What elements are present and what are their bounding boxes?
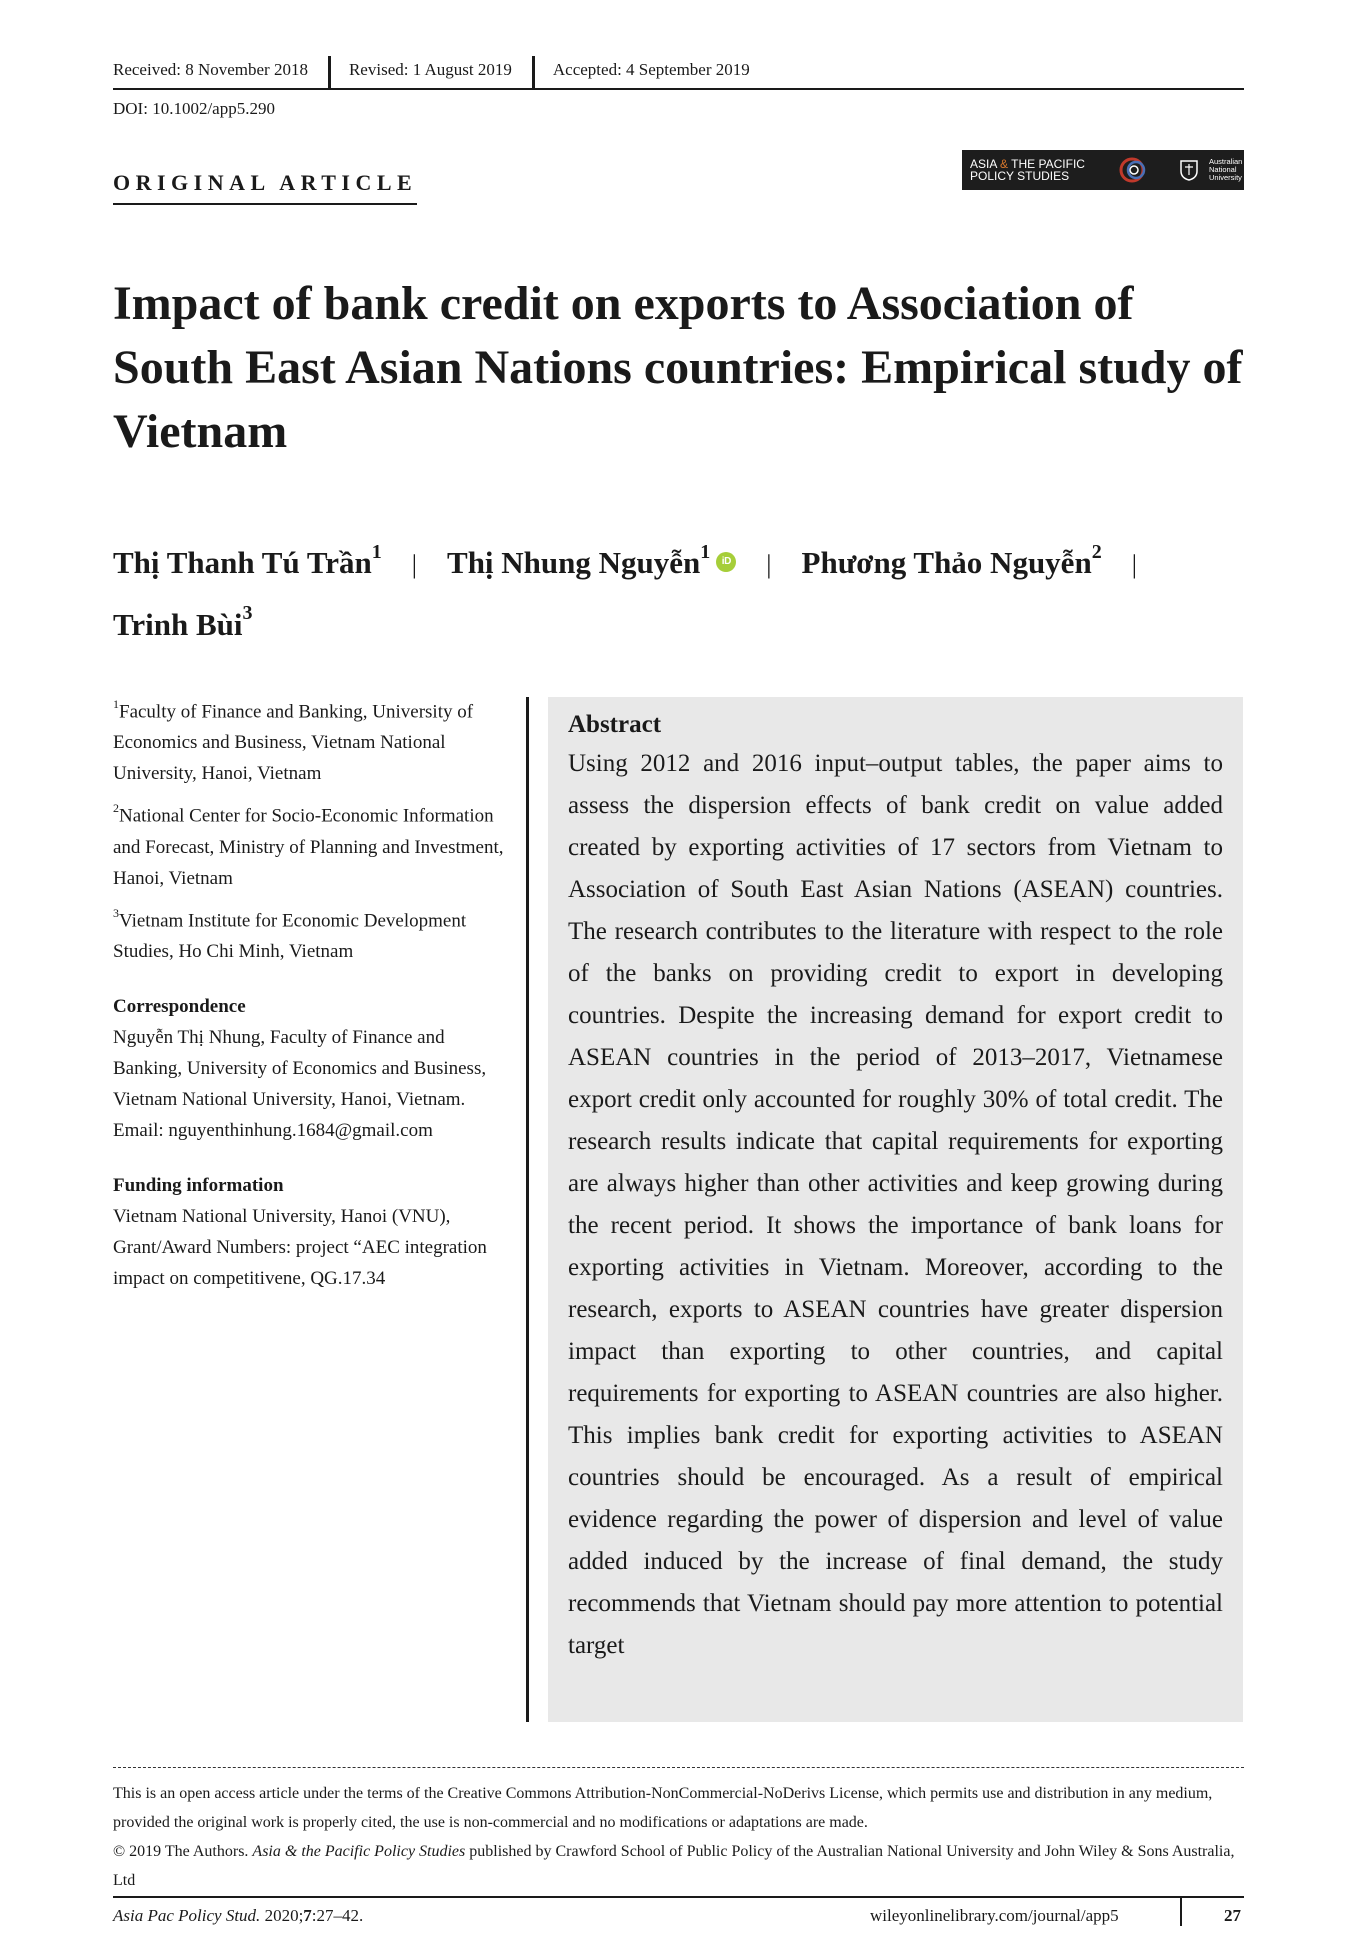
footer-divider	[1180, 1898, 1182, 1926]
revised-date: Revised: 1 August 2019	[348, 60, 512, 79]
journal-logo-text: ASIA & THE PACIFIC POLICY STUDIES	[970, 157, 1085, 183]
author-name[interactable]: Thị Thanh Tú Trần1	[113, 541, 382, 581]
anu-crest-icon	[1180, 160, 1198, 181]
affiliation: 3Vietnam Institute for Economic Developm…	[113, 905, 467, 962]
journal-swirl-icon	[1119, 157, 1146, 183]
correspondence-heading: Correspondence	[113, 995, 246, 1017]
publisher-text: published by Crawford School of Public P…	[113, 1843, 1235, 1889]
correspondence-email[interactable]: Email: nguyenthinhung.1684@gmail.com	[113, 1119, 433, 1141]
footnote-divider	[113, 1767, 1244, 1768]
abstract-heading: Abstract	[568, 711, 662, 738]
journal-name: Asia & the Pacific Policy Studies	[252, 1843, 466, 1860]
anu-wordmark: Australian National University	[1209, 157, 1243, 182]
history-divider	[327, 56, 331, 88]
author-name[interactable]: Trinh Bùi3	[113, 602, 253, 642]
history-divider	[531, 56, 535, 88]
copyright: © 2019 The Authors.	[113, 1843, 249, 1860]
funding-heading: Funding information	[113, 1174, 284, 1196]
license-text: This is an open access article under the…	[113, 1785, 1213, 1831]
abstract-box: Abstract Using 2012 and 2016 input–outpu…	[548, 697, 1243, 1722]
left-column: 1Faculty of Finance and Banking, Univers…	[113, 691, 518, 1294]
funding-text: Vietnam National University, Hanoi (VNU)…	[113, 1205, 487, 1289]
affiliation: 2National Center for Socio-Economic Info…	[113, 801, 504, 889]
author-list: Thị Thanh Tú Trần1 | Thị Nhung Nguyễn1 iD | P…	[113, 530, 1253, 651]
footer-rule	[113, 1896, 1244, 1898]
journal-logo: ASIA & THE PACIFIC POLICY STUDIES Austra…	[962, 150, 1244, 190]
author-name[interactable]: Thị Nhung Nguyễn1	[447, 541, 711, 581]
column-divider	[526, 697, 529, 1722]
orcid-icon[interactable]: iD	[716, 552, 737, 573]
article-type: ORIGINAL ARTICLE	[113, 170, 418, 205]
received-date: Received: 8 November 2018	[113, 60, 308, 79]
author-separator: |	[411, 550, 418, 580]
doi[interactable]: DOI: 10.1002/app5.290	[113, 99, 275, 118]
page-number: 27	[1224, 1906, 1241, 1925]
article-history: Received: 8 November 2018 Revised: 1 Aug…	[113, 56, 1244, 90]
correspondence-text: Nguyễn Thị Nhung, Faculty of Finance and…	[113, 1026, 487, 1110]
abstract-text: Using 2012 and 2016 input–output tables,…	[568, 750, 1223, 1659]
license-notice: This is an open access article under the…	[113, 1779, 1244, 1895]
affiliation: 1Faculty of Finance and Banking, Univers…	[113, 697, 474, 785]
accepted-date: Accepted: 4 September 2019	[552, 60, 750, 79]
article-title: Impact of bank credit on exports to Asso…	[113, 277, 1243, 458]
author-separator: |	[766, 550, 772, 580]
author-name[interactable]: Phương Thảo Nguyễn2	[801, 541, 1102, 581]
journal-url[interactable]: wileyonlinelibrary.com/journal/app5	[870, 1906, 1119, 1925]
citation: Asia Pac Policy Stud. 2020;7:27–42.	[113, 1906, 364, 1925]
author-separator: |	[1131, 550, 1137, 580]
